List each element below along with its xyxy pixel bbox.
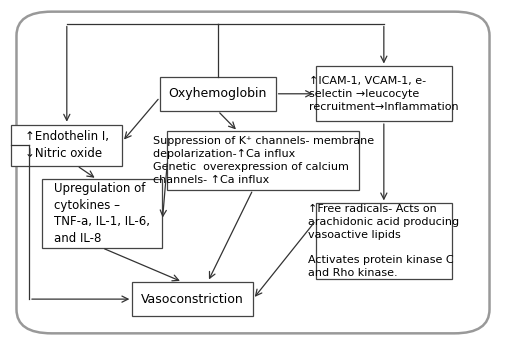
- Text: ↑Free radicals- Acts on
arachidonic acid producing
vasoactive lipids

Activates : ↑Free radicals- Acts on arachidonic acid…: [308, 204, 459, 278]
- Text: Upregulation of
cytokines –
TNF-a, IL-1, IL-6,
and IL-8: Upregulation of cytokines – TNF-a, IL-1,…: [54, 182, 150, 245]
- Text: ↑Endothelin I,
↓Nitric oxide: ↑Endothelin I, ↓Nitric oxide: [25, 130, 109, 160]
- Text: Vasoconstriction: Vasoconstriction: [141, 293, 243, 306]
- FancyBboxPatch shape: [41, 179, 162, 248]
- FancyBboxPatch shape: [12, 125, 122, 166]
- FancyBboxPatch shape: [17, 12, 488, 333]
- FancyBboxPatch shape: [315, 66, 451, 121]
- FancyBboxPatch shape: [315, 203, 451, 279]
- FancyBboxPatch shape: [167, 131, 358, 190]
- FancyBboxPatch shape: [160, 77, 275, 111]
- Text: Oxyhemoglobin: Oxyhemoglobin: [168, 87, 267, 100]
- Text: ↑ICAM-1, VCAM-1, e-
selectin →leucocyte
recruitment→Inflammation: ↑ICAM-1, VCAM-1, e- selectin →leucocyte …: [309, 76, 458, 111]
- FancyBboxPatch shape: [132, 282, 252, 316]
- Text: Suppression of K⁺ channels- membrane
depolarization-↑Ca influx
Genetic  overexpr: Suppression of K⁺ channels- membrane dep…: [152, 136, 373, 185]
